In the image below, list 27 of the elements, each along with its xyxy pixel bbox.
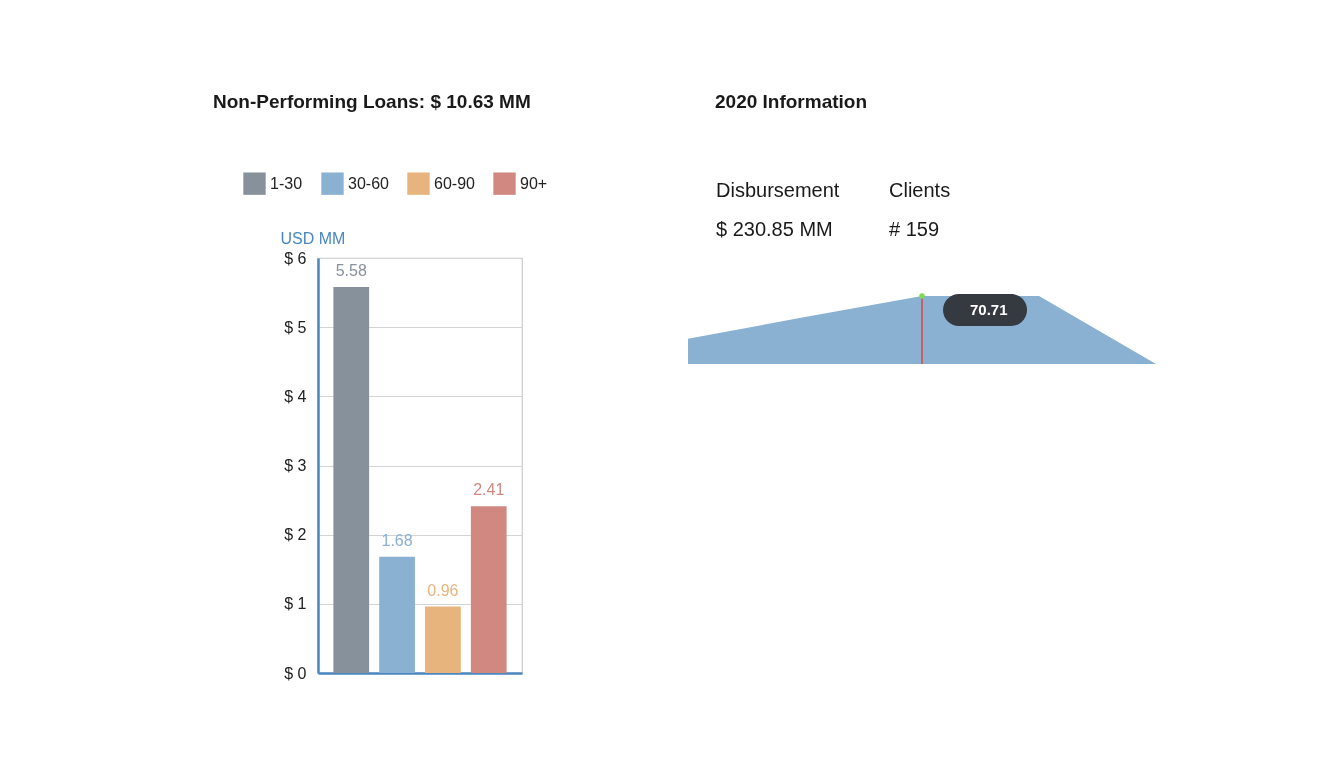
text: Clients (889, 179, 951, 201)
text: Disbursement (716, 179, 840, 201)
bar (425, 606, 461, 673)
legend-label: 90+ (520, 174, 548, 192)
data-label: 2.41 (473, 481, 505, 499)
y-tick-label: $ 0 (284, 664, 307, 682)
data-label: 1.68 (381, 531, 413, 549)
y-axis-title: USD MM (280, 229, 346, 247)
data-label: 5.58 (335, 262, 367, 280)
legend-label: 1-30 (270, 174, 303, 192)
text: # 159 (889, 218, 940, 240)
y-tick-label: $ 6 (284, 249, 307, 267)
chart-title: 2020 Information (715, 91, 868, 112)
chart-title: Non-Performing Loans: $ 10.63 MM (213, 91, 531, 112)
annotation: 70.71 (970, 301, 1008, 318)
legend-label: 60-90 (434, 174, 476, 192)
y-tick-label: $ 2 (284, 526, 307, 544)
y-tick-label: $ 3 (284, 457, 307, 474)
y-tick-label: $ 4 (284, 387, 307, 405)
y-tick-label: $ 5 (284, 318, 307, 336)
bar (470, 506, 507, 673)
y-tick-label: $ 1 (284, 595, 307, 613)
bar (333, 287, 370, 673)
legend-label: 30-60 (348, 174, 390, 192)
data-label: 0.96 (427, 581, 459, 599)
text: $ 230.85 MM (716, 218, 833, 240)
bar (379, 556, 415, 673)
